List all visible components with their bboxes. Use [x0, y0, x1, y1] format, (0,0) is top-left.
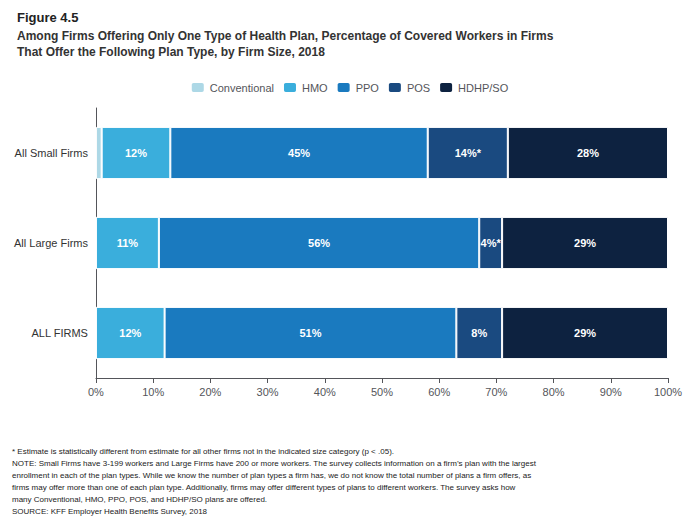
- svg-text:10%: 10%: [142, 386, 164, 398]
- svg-text:56%: 56%: [308, 237, 330, 249]
- svg-text:80%: 80%: [543, 386, 565, 398]
- svg-text:HDHP/SO: HDHP/SO: [458, 82, 509, 94]
- svg-text:100%: 100%: [654, 386, 682, 398]
- svg-text:All Large Firms: All Large Firms: [14, 237, 88, 249]
- svg-text:Among Firms Offering Only One: Among Firms Offering Only One Type of He…: [17, 29, 554, 43]
- svg-text:* Estimate is statistically di: * Estimate is statistically different fr…: [12, 447, 394, 456]
- svg-text:ALL FIRMS: ALL FIRMS: [32, 327, 88, 339]
- svg-text:PPO: PPO: [356, 82, 380, 94]
- svg-text:70%: 70%: [485, 386, 507, 398]
- svg-text:8%: 8%: [471, 327, 487, 339]
- svg-text:28%: 28%: [577, 147, 599, 159]
- svg-text:SOURCE: KFF Employer Health Be: SOURCE: KFF Employer Health Benefits Sur…: [12, 507, 208, 516]
- svg-text:NOTE: Small Firms have 3-199 w: NOTE: Small Firms have 3-199 workers and…: [12, 459, 537, 468]
- svg-text:HMO: HMO: [302, 82, 328, 94]
- svg-text:40%: 40%: [314, 386, 336, 398]
- svg-text:Conventional: Conventional: [210, 82, 274, 94]
- svg-text:All Small Firms: All Small Firms: [15, 147, 89, 159]
- svg-text:enrollment in each of the plan: enrollment in each of the plan types. Wh…: [12, 471, 531, 480]
- svg-text:many Conventional, HMO, PPO, P: many Conventional, HMO, PPO, POS, and HD…: [12, 495, 267, 504]
- svg-text:0%: 0%: [88, 386, 104, 398]
- svg-text:11%: 11%: [117, 237, 139, 249]
- svg-text:firms may offer more than one: firms may offer more than one of each pl…: [12, 483, 516, 492]
- svg-text:30%: 30%: [257, 386, 279, 398]
- svg-text:Figure 4.5: Figure 4.5: [17, 10, 78, 25]
- svg-text:4%*: 4%*: [481, 237, 502, 249]
- svg-text:51%: 51%: [299, 327, 321, 339]
- svg-text:That Offer the Following Plan: That Offer the Following Plan Type, by F…: [17, 45, 325, 59]
- svg-text:90%: 90%: [600, 386, 622, 398]
- svg-text:60%: 60%: [428, 386, 450, 398]
- svg-text:14%*: 14%*: [455, 147, 482, 159]
- svg-text:29%: 29%: [574, 237, 596, 249]
- svg-text:20%: 20%: [199, 386, 221, 398]
- svg-text:29%: 29%: [574, 327, 596, 339]
- svg-text:12%: 12%: [125, 147, 147, 159]
- svg-text:POS: POS: [407, 82, 430, 94]
- svg-text:45%: 45%: [288, 147, 310, 159]
- svg-text:50%: 50%: [371, 386, 393, 398]
- svg-text:12%: 12%: [119, 327, 141, 339]
